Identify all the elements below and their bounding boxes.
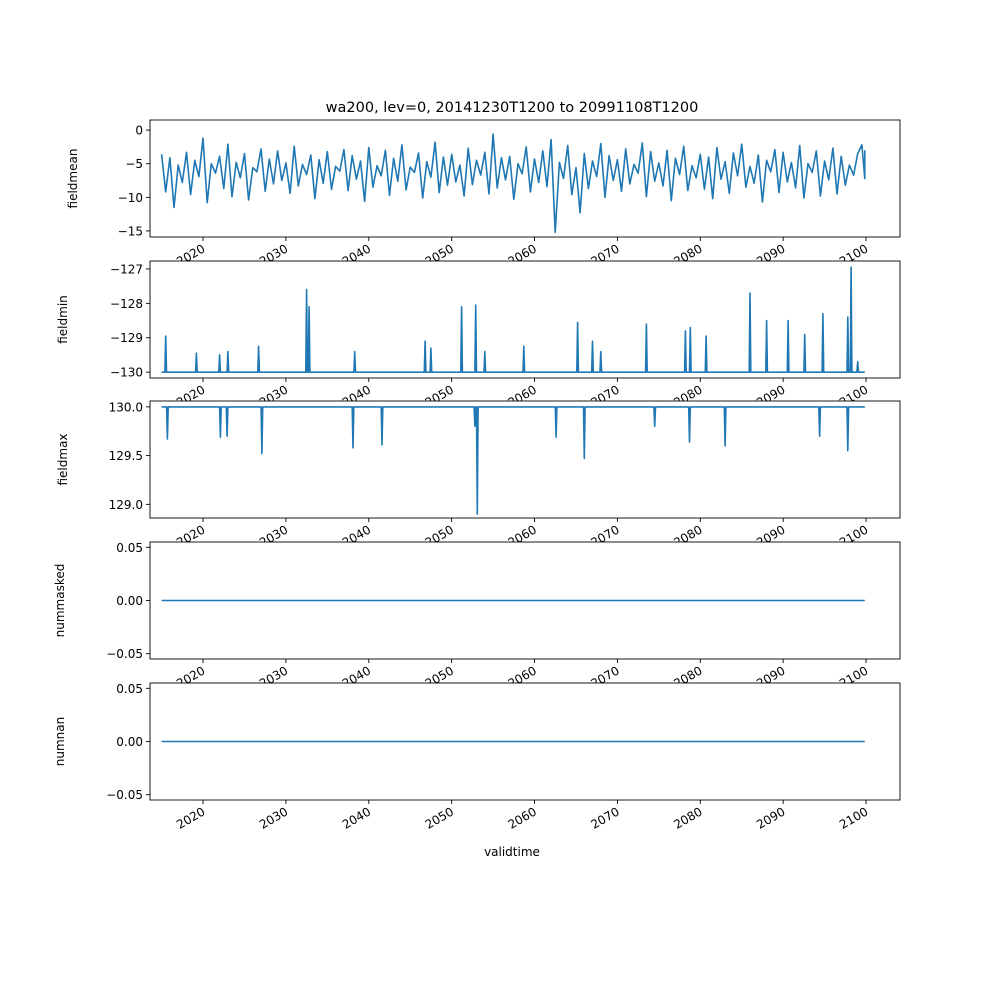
x-tick-label: 2050 bbox=[423, 804, 456, 831]
axes-fieldmax: 130.0 129.5 129.0 fieldmax bbox=[56, 400, 901, 522]
x-tick-label: 2100 bbox=[837, 804, 870, 831]
panel-numnan: 2020 2030 2040 2050 2060 2070 2080 2090 2100 bbox=[174, 804, 870, 831]
y-tick-label: 0.05 bbox=[116, 541, 143, 555]
series-line-fieldmean bbox=[160, 133, 866, 234]
plot-area bbox=[150, 401, 900, 518]
series-line-fieldmin bbox=[161, 266, 865, 374]
axes-nummasked: 0.05 0.00 −0.05 nummasked bbox=[53, 541, 901, 663]
y-tick-label: 0.00 bbox=[116, 735, 143, 749]
axes-frame bbox=[149, 260, 901, 379]
x-tick-label: 2080 bbox=[671, 804, 704, 831]
y-tick-label: −129 bbox=[110, 331, 143, 345]
axes-fieldmean: 0 −5 −10 −15 fieldmean bbox=[66, 119, 901, 241]
chart-title: wa200, lev=0, 20141230T1200 to 20991108T… bbox=[326, 100, 699, 116]
y-tick-label: −128 bbox=[110, 297, 143, 311]
x-axis-label: validtime bbox=[484, 845, 540, 859]
y-tick-label: 130.0 bbox=[109, 400, 143, 414]
plot-area bbox=[150, 120, 900, 237]
y-tick-label: −0.05 bbox=[106, 788, 143, 802]
y-tick-label: 0.05 bbox=[116, 682, 143, 696]
y-tick-label: 129.5 bbox=[109, 449, 143, 463]
x-tick-label: 2090 bbox=[754, 804, 787, 831]
x-tick-label: 2020 bbox=[174, 804, 207, 831]
y-tick-label: 129.0 bbox=[109, 498, 143, 512]
axes-frame bbox=[149, 682, 901, 801]
y-tick-label: −127 bbox=[110, 262, 143, 276]
y-tick-label: −0.05 bbox=[106, 647, 143, 661]
x-tick-label: 2040 bbox=[340, 804, 373, 831]
y-axis-label: numnan bbox=[53, 717, 67, 766]
series-line-fieldmax bbox=[161, 406, 865, 515]
y-tick-label: −10 bbox=[118, 191, 143, 205]
plot-area bbox=[150, 261, 900, 378]
y-tick-label: −15 bbox=[118, 224, 143, 238]
axes-fieldmin: −127 −128 −129 −130 fieldmin bbox=[56, 260, 901, 382]
y-axis-label: nummasked bbox=[53, 564, 67, 638]
axes-frame bbox=[149, 541, 901, 660]
y-tick-label: −5 bbox=[125, 157, 143, 171]
y-axis-label: fieldmax bbox=[56, 433, 70, 485]
y-axis-label: fieldmean bbox=[66, 149, 80, 209]
y-tick-label: −130 bbox=[110, 366, 143, 380]
axes-frame bbox=[149, 119, 901, 238]
x-tick-label: 2060 bbox=[506, 804, 539, 831]
y-tick-label: 0.00 bbox=[116, 594, 143, 608]
x-tick-label: 2070 bbox=[588, 804, 621, 831]
axes-frame bbox=[149, 400, 901, 519]
axes-numnan: 0.05 0.00 −0.05 numnan bbox=[53, 682, 901, 804]
x-tick-label: 2030 bbox=[257, 804, 290, 831]
y-axis-label: fieldmin bbox=[56, 295, 70, 344]
y-tick-label: 0 bbox=[135, 124, 143, 138]
